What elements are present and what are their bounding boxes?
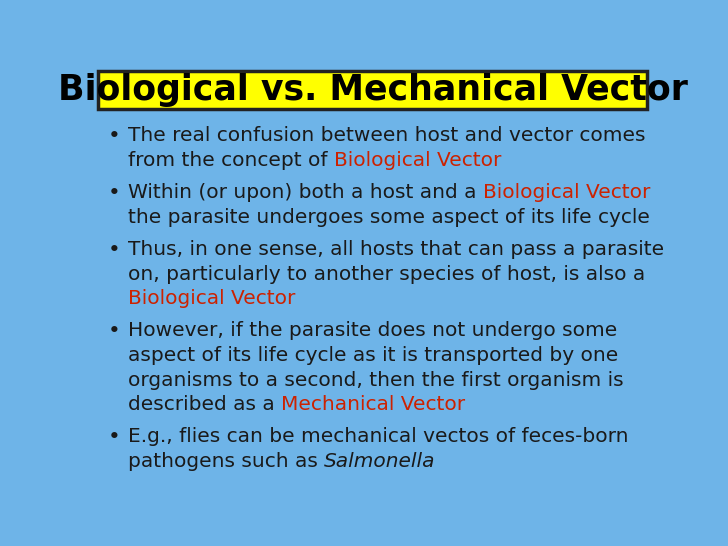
Text: Mechanical Vector: Mechanical Vector [281,395,465,414]
Text: The real confusion between host and vector comes: The real confusion between host and vect… [127,127,645,145]
Text: on, particularly to another species of host, is also a: on, particularly to another species of h… [127,265,645,283]
Text: •: • [108,322,121,341]
FancyBboxPatch shape [98,71,647,109]
Text: •: • [108,127,121,146]
Text: However, if the parasite does not undergo some: However, if the parasite does not underg… [127,322,617,340]
Text: described as a: described as a [127,395,281,414]
Text: pathogens such as: pathogens such as [127,452,324,471]
Text: Biological Vector: Biological Vector [333,151,501,170]
Text: Thus, in one sense, all hosts that can pass a parasite: Thus, in one sense, all hosts that can p… [127,240,664,259]
Text: Biological Vector: Biological Vector [127,289,295,308]
Text: •: • [108,183,121,203]
Text: Biological vs. Mechanical Vector: Biological vs. Mechanical Vector [58,73,688,107]
Text: from the concept of: from the concept of [127,151,333,170]
Text: •: • [108,428,121,447]
Text: E.g., flies can be mechanical vectos of feces-born: E.g., flies can be mechanical vectos of … [127,428,628,446]
Text: the parasite undergoes some aspect of its life cycle: the parasite undergoes some aspect of it… [127,208,649,227]
Text: aspect of its life cycle as it is transported by one: aspect of its life cycle as it is transp… [127,346,618,365]
Text: organisms to a second, then the first organism is: organisms to a second, then the first or… [127,371,623,389]
Text: Biological Vector: Biological Vector [483,183,650,202]
Text: Salmonella: Salmonella [324,452,435,471]
Text: •: • [108,240,121,260]
Text: Within (or upon) both a host and a: Within (or upon) both a host and a [127,183,483,202]
